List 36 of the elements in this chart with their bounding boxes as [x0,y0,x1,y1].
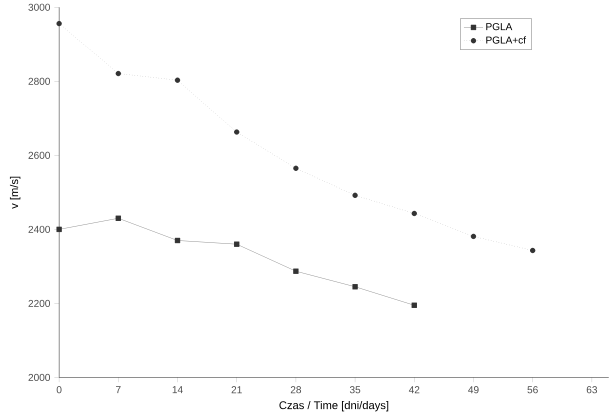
y-tick-label: 2200 [28,300,50,307]
point [293,166,299,171]
point [530,248,536,254]
x-tick-label: 63 [586,386,598,394]
y-tick-label: 2600 [28,152,50,159]
x-axis-title: Czas / Time [dni/days] [279,400,388,412]
point [352,284,358,290]
point [116,216,121,221]
point [470,234,476,240]
point [174,238,180,244]
legend-label: PGLA [486,23,512,30]
point [116,70,121,76]
x-tick-label: 14 [172,386,183,394]
x-tick-label: 56 [527,386,538,394]
x-tick-label: 21 [232,386,242,394]
point [412,210,417,216]
x-tick-label: 7 [116,386,121,394]
x-tick-label: 28 [290,386,302,394]
x-tick-label: 49 [468,386,479,394]
point [234,129,240,135]
y-tick-label: 2800 [28,78,50,85]
y-tick-label: 3000 [28,4,50,11]
x-tick-label: 42 [408,386,420,394]
y-tick-label: 2000 [28,374,50,381]
y-axis-title: v [m/s] [10,176,20,209]
point [412,302,417,308]
y-tick-label: 2400 [28,226,50,233]
point [56,226,62,232]
x-tick-label: 0 [56,386,62,394]
point [352,192,358,198]
x-tick-label: 35 [350,386,360,394]
point [293,268,299,274]
point [234,241,240,247]
point [56,20,62,26]
point [174,77,180,83]
legend-label: PGLA+cf [486,36,526,44]
